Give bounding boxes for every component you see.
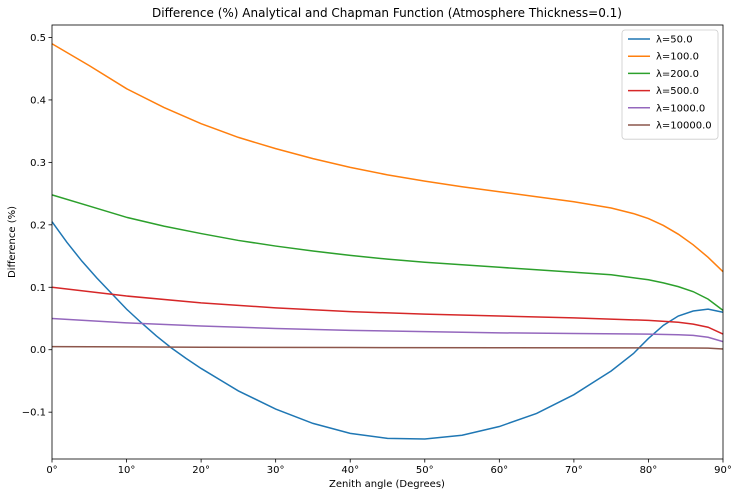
y-tick-label: 0.4 — [30, 95, 46, 106]
series-line-4 — [51, 317, 724, 343]
y-tick-label: 0.2 — [30, 220, 46, 231]
chart-title: Difference (%) Analytical and Chapman Fu… — [152, 6, 622, 20]
plot-frame — [51, 24, 724, 460]
x-tick-label: 10° — [118, 465, 136, 476]
y-tick-label: 0.0 — [30, 345, 46, 356]
legend-label-3: λ=500.0 — [656, 86, 699, 97]
y-tick-label: −0.1 — [22, 408, 46, 419]
series-line-1 — [51, 43, 724, 273]
y-axis-label: Difference (%) — [7, 206, 18, 278]
series-line-2 — [51, 194, 724, 311]
y-tick-label: 0.3 — [30, 158, 46, 169]
y-axis: −0.1 0.0 0.1 0.2 0.3 0.4 0.5 — [22, 33, 52, 419]
x-tick-label: 60° — [490, 465, 508, 476]
x-tick-label: 30° — [267, 465, 285, 476]
legend-label-1: λ=100.0 — [656, 52, 699, 63]
x-axis: 0° 10° 20° 30° 40° 50° 60° 70° 80° 90° — [46, 459, 732, 476]
legend-label-2: λ=200.0 — [656, 69, 699, 80]
x-tick-label: 80° — [640, 465, 658, 476]
legend-label-0: λ=50.0 — [656, 35, 693, 46]
x-tick-label: 90° — [714, 465, 732, 476]
series-layer — [51, 43, 724, 440]
x-tick-label: 40° — [341, 465, 359, 476]
series-line-3 — [51, 286, 724, 335]
x-tick-label: 0° — [46, 465, 57, 476]
legend-label-5: λ=10000.0 — [656, 121, 712, 132]
legend-label-4: λ=1000.0 — [656, 103, 705, 114]
x-tick-label: 20° — [192, 465, 210, 476]
x-tick-label: 50° — [416, 465, 434, 476]
legend: λ=50.0 λ=100.0 λ=200.0 λ=500.0 λ=1000.0 λ=100… — [621, 29, 719, 140]
legend-frame — [621, 29, 719, 140]
y-tick-label: 0.5 — [30, 33, 46, 44]
x-tick-label: 70° — [565, 465, 583, 476]
series-line-5 — [51, 345, 724, 350]
x-axis-label: Zenith angle (Degrees) — [329, 479, 445, 490]
plot-area: 0° 10° 20° 30° 40° 50° 60° 70° 80° 90° −0.1 0.0 0.1… — [22, 24, 732, 476]
y-tick-label: 0.1 — [30, 283, 46, 294]
